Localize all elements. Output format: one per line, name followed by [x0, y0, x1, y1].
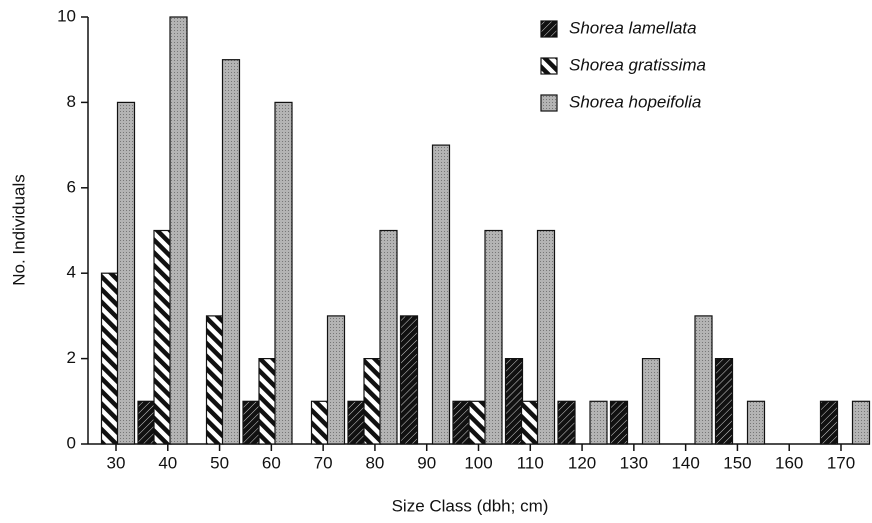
x-tick-label: 150 — [723, 453, 751, 472]
legend-label: Shorea lamellata — [569, 18, 697, 37]
x-tick-label: 70 — [314, 453, 333, 472]
bar — [347, 400, 366, 445]
bar — [504, 358, 524, 445]
y-tick-label: 0 — [67, 433, 76, 452]
bar — [520, 400, 540, 445]
y-tick-label: 4 — [67, 263, 76, 282]
bar — [589, 400, 608, 445]
bar — [379, 229, 398, 445]
x-tick-label: 50 — [210, 453, 229, 472]
bar — [468, 400, 487, 445]
legend-swatch — [540, 20, 558, 38]
bar — [116, 101, 136, 445]
y-tick-label: 10 — [57, 6, 76, 25]
x-tick-label: 160 — [775, 453, 803, 472]
bar — [153, 229, 172, 445]
bar — [851, 400, 871, 445]
bar — [100, 272, 120, 445]
bar — [169, 16, 188, 445]
bar — [242, 400, 261, 445]
bar — [310, 400, 330, 445]
y-tick-label: 6 — [67, 177, 76, 196]
x-tick-label: 140 — [671, 453, 699, 472]
y-axis-label: No. Individuals — [9, 174, 28, 286]
bar — [694, 315, 713, 445]
bar — [452, 400, 471, 445]
y-tick-label: 8 — [67, 92, 76, 111]
legend-swatch — [540, 94, 558, 112]
bar — [609, 400, 629, 445]
legend-label: Shorea hopeifolia — [569, 92, 701, 111]
bar — [641, 358, 661, 445]
bar — [536, 229, 556, 445]
x-tick-label: 130 — [620, 453, 648, 472]
bar — [137, 400, 156, 445]
x-tick-label: 120 — [568, 453, 596, 472]
x-tick-label: 170 — [827, 453, 855, 472]
bar — [258, 358, 277, 445]
x-tick-label: 90 — [417, 453, 436, 472]
x-tick-label: 30 — [107, 453, 126, 472]
bar — [484, 229, 503, 445]
bar — [205, 315, 225, 445]
bar — [399, 315, 419, 445]
x-tick-label: 40 — [158, 453, 177, 472]
bar — [363, 358, 382, 445]
bar — [557, 400, 576, 445]
bar — [221, 59, 241, 445]
bar — [431, 144, 451, 445]
bar — [326, 315, 346, 445]
bar — [714, 358, 734, 445]
legend-swatch — [540, 57, 558, 75]
x-tick-label: 60 — [262, 453, 281, 472]
y-tick-label: 2 — [67, 348, 76, 367]
bar — [274, 101, 293, 445]
bar — [746, 400, 766, 445]
bar — [819, 400, 839, 445]
x-tick-label: 110 — [517, 453, 544, 472]
x-axis-label: Size Class (dbh; cm) — [392, 496, 549, 515]
x-tick-label: 100 — [464, 453, 492, 472]
x-tick-label: 80 — [365, 453, 384, 472]
legend-label: Shorea gratissima — [569, 55, 706, 74]
